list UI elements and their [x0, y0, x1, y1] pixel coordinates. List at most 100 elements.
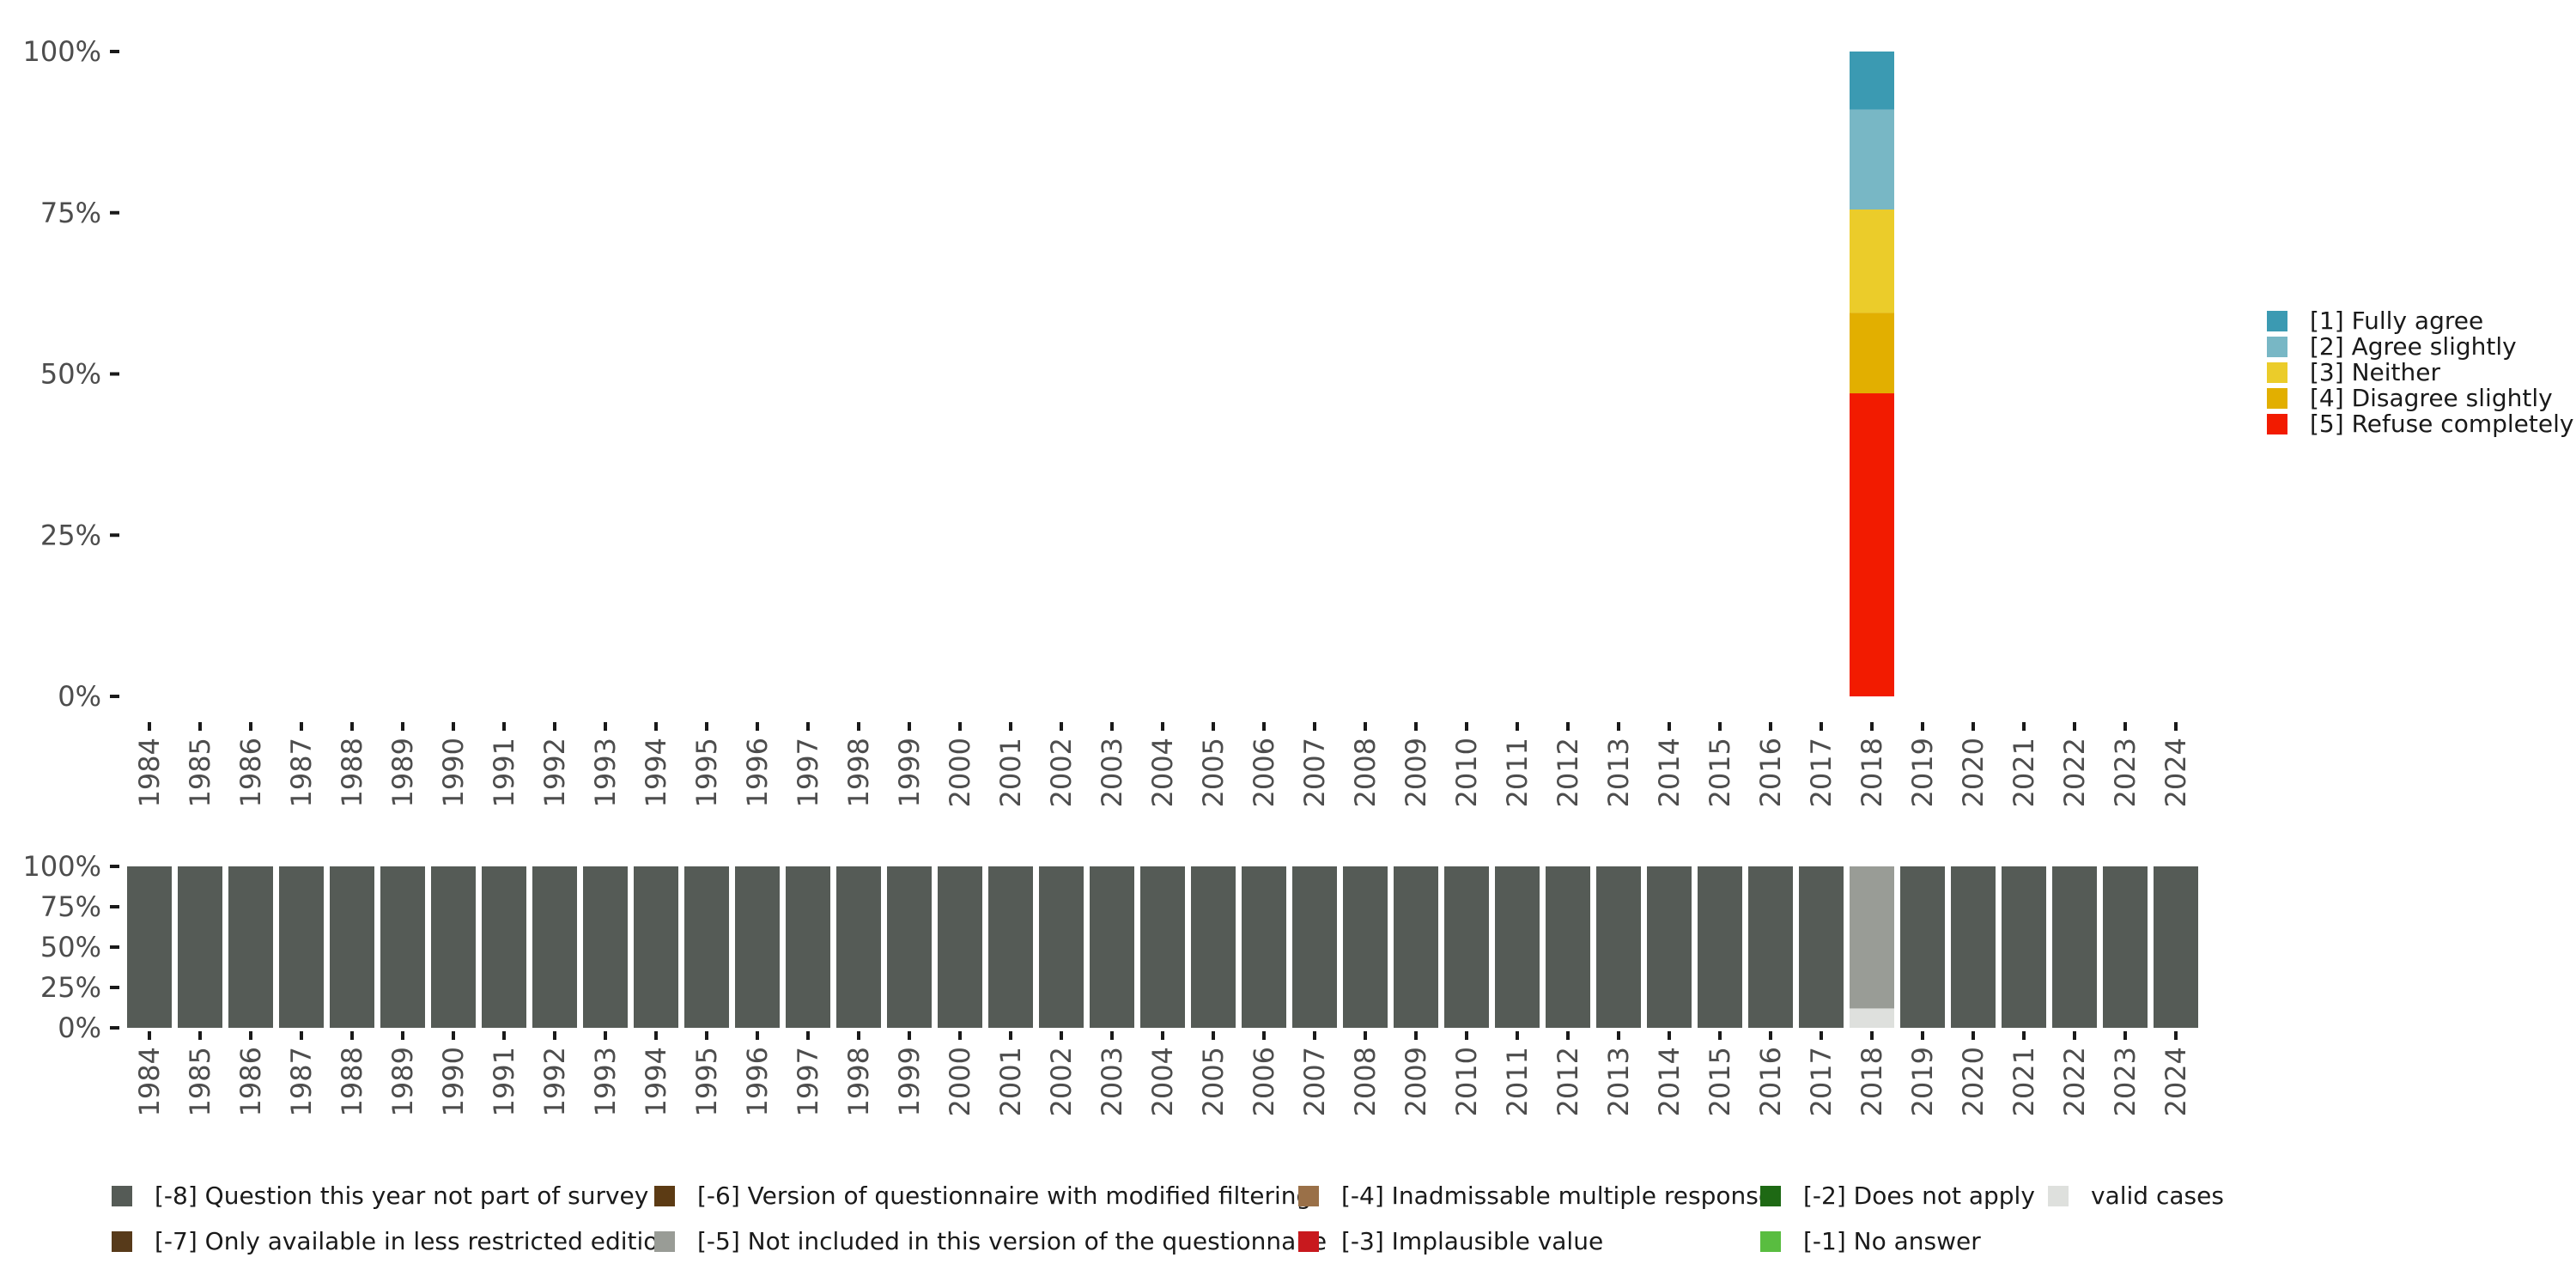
top-y-tick-label: 100% [23, 35, 101, 68]
bottom-x-tick-label: 2023 [2109, 1047, 2142, 1116]
bottom-x-tick-label: 1991 [488, 1047, 520, 1116]
top-x-tick-label: 2018 [1856, 738, 1888, 807]
bottom-legend-label-3-implausible-value: [-3] Implausible value [1341, 1227, 1603, 1255]
top-x-tick-label: 2024 [2160, 738, 2192, 807]
top-x-tick-label: 2006 [1248, 738, 1280, 807]
bottom-x-tick-label: 2015 [1704, 1047, 1736, 1116]
top-x-tick-label: 2021 [2008, 738, 2040, 807]
top-x-tick-label: 1997 [792, 738, 824, 807]
bottom-bar-2001-8-question-this-year-not-part-of-survey [988, 866, 1033, 1028]
bottom-legend-label-4-inadmissable-multiple-response: [-4] Inadmissable multiple response [1341, 1182, 1773, 1210]
top-bar-2018-1-fully-agree [1850, 52, 1894, 110]
top-x-tick-label: 1989 [386, 738, 419, 807]
bottom-y-tick-label: 25% [40, 971, 101, 1004]
top-x-tick-label: 2013 [1602, 738, 1635, 807]
bottom-x-tick-label: 1985 [184, 1047, 216, 1116]
top-y-tick-label: 25% [40, 519, 101, 551]
top-x-tick-label: 2001 [994, 738, 1027, 807]
bottom-bar-1985-8-question-this-year-not-part-of-survey [178, 866, 222, 1028]
bottom-bar-2009-8-question-this-year-not-part-of-survey [1394, 866, 1438, 1028]
bottom-bar-2016-8-question-this-year-not-part-of-survey [1748, 866, 1793, 1028]
bottom-legend-swatch-6-version-of-questionnaire-with-modified-filtering [654, 1186, 675, 1206]
bottom-x-tick-label: 2017 [1805, 1047, 1838, 1116]
bottom-legend-swatch-5-not-included-in-this-version-of-the-questionnaire [654, 1231, 675, 1252]
legend-label-2-agree-slightly: [2] Agree slightly [2310, 332, 2517, 361]
bottom-legend-swatch-3-implausible-value [1298, 1231, 1319, 1252]
bottom-x-tick-label: 1987 [285, 1047, 318, 1116]
top-x-tick-label: 2004 [1146, 738, 1179, 807]
bottom-bar-2010-8-question-this-year-not-part-of-survey [1444, 866, 1489, 1028]
bottom-x-tick-label: 2014 [1653, 1047, 1686, 1116]
bottom-legend-swatch-4-inadmissable-multiple-response [1298, 1186, 1319, 1206]
top-x-tick-label: 2019 [1906, 738, 1939, 807]
top-y-tick-label: 75% [40, 197, 101, 229]
bottom-x-tick-label: 1996 [741, 1047, 774, 1116]
bottom-bar-1993-8-question-this-year-not-part-of-survey [583, 866, 628, 1028]
top-x-tick-label: 2000 [944, 738, 976, 807]
bottom-x-tick-label: 1998 [842, 1047, 875, 1116]
bottom-y-tick-label: 50% [40, 931, 101, 963]
top-legend: [1] Fully agree[2] Agree slightly[3] Nei… [2267, 307, 2573, 438]
bottom-x-tick-label: 2010 [1450, 1047, 1483, 1116]
top-x-tick-label: 2003 [1096, 738, 1128, 807]
top-x-tick-label: 1991 [488, 738, 520, 807]
bottom-x-tick-label: 2021 [2008, 1047, 2040, 1116]
bottom-bar-2008-8-question-this-year-not-part-of-survey [1343, 866, 1388, 1028]
bottom-bar-2000-8-question-this-year-not-part-of-survey [938, 866, 982, 1028]
bottom-x-tick-label: 2000 [944, 1047, 976, 1116]
bottom-bar-2004-8-question-this-year-not-part-of-survey [1140, 866, 1185, 1028]
bottom-bar-2015-8-question-this-year-not-part-of-survey [1698, 866, 1742, 1028]
top-x-tick-label: 2008 [1349, 738, 1382, 807]
legend-swatch-3-neither [2267, 362, 2287, 383]
top-x-tick-label: 2022 [2058, 738, 2091, 807]
bottom-bar-1999-8-question-this-year-not-part-of-survey [887, 866, 932, 1028]
bottom-bar-2011-8-question-this-year-not-part-of-survey [1495, 866, 1540, 1028]
bottom-x-tick-label: 2009 [1400, 1047, 1432, 1116]
bottom-bar-1991-8-question-this-year-not-part-of-survey [482, 866, 526, 1028]
bottom-legend-swatch-8-question-this-year-not-part-of-survey [112, 1186, 132, 1206]
bottom-y-tick-label: 100% [23, 850, 101, 883]
legend-label-5-refuse-completely: [5] Refuse completely [2310, 410, 2573, 438]
bottom-x-tick-label: 2001 [994, 1047, 1027, 1116]
top-x-tick-label: 1993 [589, 738, 622, 807]
top-bar-2018-2-agree-slightly [1850, 109, 1894, 210]
bottom-x-tick-label: 2018 [1856, 1047, 1888, 1116]
top-x-tick-label: 1984 [133, 738, 166, 807]
top-x-tick-label: 1987 [285, 738, 318, 807]
top-x-tick-label: 2009 [1400, 738, 1432, 807]
bottom-x-tick-label: 1997 [792, 1047, 824, 1116]
top-x-tick-label: 2011 [1501, 738, 1534, 807]
bottom-x-tick-label: 1995 [690, 1047, 723, 1116]
bottom-legend-label-1-no-answer: [-1] No answer [1803, 1227, 1981, 1255]
bottom-legend-label-2-does-not-apply: [-2] Does not apply [1803, 1182, 2035, 1210]
bottom-x-tick-label: 1992 [538, 1047, 571, 1116]
bottom-x-tick-label: 2020 [1957, 1047, 1990, 1116]
top-x-tick-label: 2014 [1653, 738, 1686, 807]
legend-label-1-fully-agree: [1] Fully agree [2310, 307, 2483, 335]
bottom-bar-1998-8-question-this-year-not-part-of-survey [836, 866, 881, 1028]
bottom-x-tick-label: 1993 [589, 1047, 622, 1116]
bottom-bar-1996-8-question-this-year-not-part-of-survey [735, 866, 780, 1028]
bottom-x-tick-label: 1994 [640, 1047, 672, 1116]
bottom-x-tick-label: 2022 [2058, 1047, 2091, 1116]
bottom-x-tick-label: 2003 [1096, 1047, 1128, 1116]
bottom-x-tick-label: 2024 [2160, 1047, 2192, 1116]
legend-label-4-disagree-slightly: [4] Disagree slightly [2310, 384, 2553, 412]
top-x-tick-label: 2023 [2109, 738, 2142, 807]
bottom-legend-swatch-2-does-not-apply [1760, 1186, 1781, 1206]
top-x-tick-label: 2010 [1450, 738, 1483, 807]
bottom-bar-2024-8-question-this-year-not-part-of-survey [2154, 866, 2198, 1028]
bottom-legend-label-8-question-this-year-not-part-of-survey: [-8] Question this year not part of surv… [155, 1182, 648, 1210]
top-x-tick-label: 1988 [336, 738, 368, 807]
bottom-x-tick-label: 2011 [1501, 1047, 1534, 1116]
bottom-bar-1989-8-question-this-year-not-part-of-survey [380, 866, 425, 1028]
bottom-bar-2019-8-question-this-year-not-part-of-survey [1900, 866, 1945, 1028]
bottom-bar-1986-8-question-this-year-not-part-of-survey [228, 866, 273, 1028]
bottom-bar-2022-8-question-this-year-not-part-of-survey [2052, 866, 2097, 1028]
legend-swatch-5-refuse-completely [2267, 414, 2287, 434]
top-bar-2018-5-refuse-completely [1850, 393, 1894, 696]
bottom-legend-label-7-only-available-in-less-restricted-edition: [-7] Only available in less restricted e… [155, 1227, 673, 1255]
top-x-tick-label: 2017 [1805, 738, 1838, 807]
bottom-bar-2003-8-question-this-year-not-part-of-survey [1090, 866, 1134, 1028]
